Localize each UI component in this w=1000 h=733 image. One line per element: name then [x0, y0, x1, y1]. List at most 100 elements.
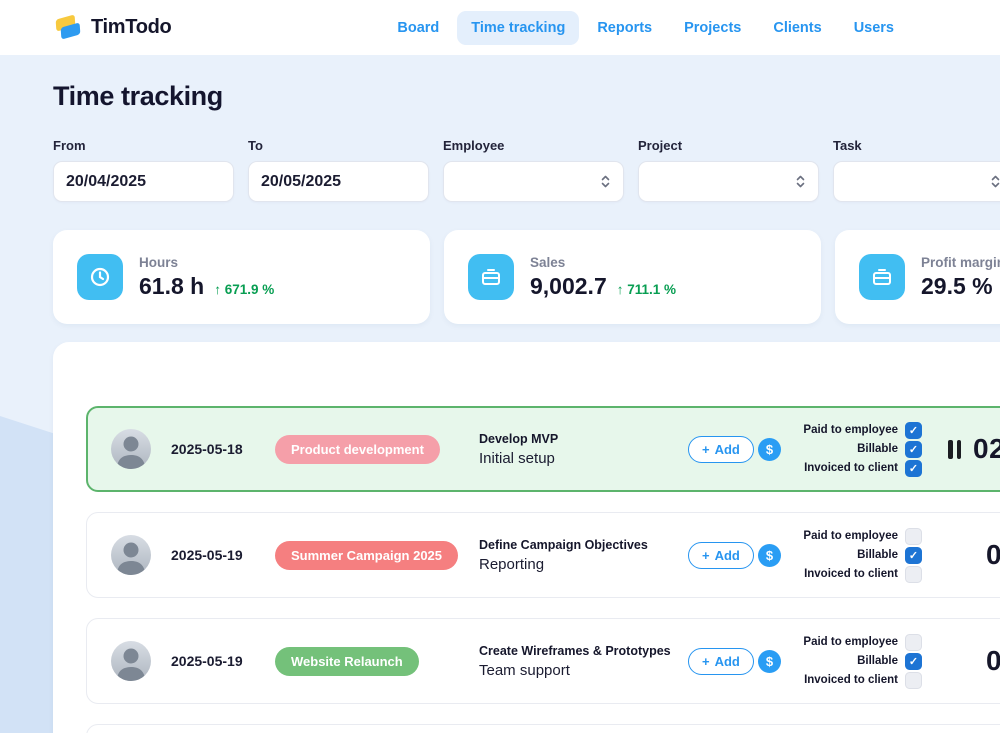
page-title: Time tracking	[53, 81, 223, 111]
entry-date: 2025-05-19	[171, 653, 243, 669]
flag-label-paid: Paid to employee	[803, 424, 898, 436]
billable-checkbox[interactable]	[905, 652, 922, 670]
up-arrow-icon: ↑	[616, 281, 624, 297]
time-entry-row: 2025-05-19 Website Relaunch Create Wiref…	[86, 618, 1000, 704]
flag-label-invoiced: Invoiced to client	[804, 462, 898, 474]
flag-label-paid: Paid to employee	[803, 636, 898, 648]
flag-label-billable: Billable	[857, 443, 898, 455]
paid-to-employee-checkbox[interactable]	[905, 421, 922, 439]
up-arrow-icon: ↑	[214, 281, 221, 297]
main-nav: Board Time tracking Reports Projects Cli…	[383, 10, 908, 45]
employee-select[interactable]	[443, 161, 624, 202]
avatar	[111, 641, 151, 681]
stat-value-profit-margin: 29.5 %	[921, 272, 993, 299]
filter-employee: Employee	[443, 138, 624, 202]
billable-checkbox[interactable]	[905, 440, 922, 458]
add-button[interactable]: + Add	[688, 647, 754, 675]
flag-label-paid: Paid to employee	[803, 530, 898, 542]
filter-task: Task	[833, 138, 1000, 202]
filter-to: To	[248, 138, 429, 202]
invoiced-to-client-checkbox[interactable]	[905, 671, 922, 689]
stat-label-hours: Hours	[139, 254, 179, 270]
invoiced-to-client-checkbox[interactable]	[905, 565, 922, 583]
chevron-updown-icon	[795, 174, 806, 189]
filter-label-employee: Employee	[443, 138, 505, 153]
stat-value-sales: 9,002.7	[530, 272, 607, 299]
task-title: Define Campaign Objectives	[479, 537, 648, 552]
add-button[interactable]: + Add	[688, 541, 754, 569]
billing-flags: Paid to employee Billable Invoiced to cl…	[802, 421, 922, 477]
plus-icon: +	[702, 547, 710, 563]
date-from-input[interactable]	[53, 161, 234, 202]
filter-label-task: Task	[833, 138, 862, 153]
nav-item-clients[interactable]: Clients	[773, 19, 822, 36]
plus-icon: +	[702, 653, 710, 669]
stats-row: Hours 61.8 h ↑ 671.9 % Sales 9,002.7 ↑ 7…	[53, 230, 1000, 324]
task-subtitle: Reporting	[479, 555, 545, 573]
filters-row: From To Employee Project	[53, 138, 1000, 202]
time-entry-row: 2025-05-19 Summer Campaign 2025 Define C…	[86, 512, 1000, 598]
flag-label-billable: Billable	[857, 549, 898, 561]
nav-item-users[interactable]: Users	[853, 19, 894, 36]
brand-logo-icon	[55, 14, 82, 41]
add-button[interactable]: + Add	[688, 435, 754, 463]
task-title: Create Wireframes & Prototypes	[479, 643, 671, 658]
stat-delta-hours: ↑ 671.9 %	[214, 281, 275, 297]
stat-label-profit-margin: Profit margin	[921, 254, 1000, 270]
task-subtitle: Initial setup	[479, 449, 555, 467]
invoiced-to-client-checkbox[interactable]	[905, 459, 922, 477]
time-entry-row: 2025-05-18 Product development Develop M…	[86, 406, 1000, 492]
time-entry-row-partial	[86, 724, 1000, 733]
date-to-input[interactable]	[248, 161, 429, 202]
project-select[interactable]	[638, 161, 819, 202]
plus-icon: +	[702, 441, 710, 457]
timer-value: 0	[986, 539, 1000, 570]
stat-value-hours: 61.8 h	[139, 272, 205, 299]
filter-label-from: From	[53, 138, 86, 153]
entry-date: 2025-05-18	[171, 441, 243, 457]
flag-label-invoiced: Invoiced to client	[804, 674, 898, 686]
nav-item-time-tracking[interactable]: Time tracking	[457, 10, 580, 45]
billable-checkbox[interactable]	[905, 546, 922, 564]
nav-item-projects[interactable]: Projects	[684, 19, 742, 36]
stat-card-sales: Sales 9,002.7 ↑ 711.1 %	[444, 230, 821, 324]
paid-to-employee-checkbox[interactable]	[905, 527, 922, 545]
billing-flags: Paid to employee Billable Invoiced to cl…	[802, 527, 922, 583]
filter-project: Project	[638, 138, 819, 202]
pause-icon[interactable]	[948, 439, 965, 459]
timer-value: 0	[986, 645, 1000, 676]
cash-register-icon	[468, 254, 514, 300]
task-title: Develop MVP	[479, 431, 559, 446]
nav-item-board[interactable]: Board	[397, 19, 440, 36]
timer-value: 02	[973, 433, 1000, 464]
paid-to-employee-checkbox[interactable]	[905, 633, 922, 651]
filter-from: From	[53, 138, 234, 202]
dollar-icon[interactable]: $	[758, 543, 781, 567]
billing-flags: Paid to employee Billable Invoiced to cl…	[802, 633, 922, 689]
clock-icon	[77, 254, 123, 300]
stat-card-hours: Hours 61.8 h ↑ 671.9 %	[53, 230, 430, 324]
task-subtitle: Team support	[479, 661, 570, 679]
dollar-icon[interactable]: $	[758, 649, 781, 673]
chevron-updown-icon	[990, 174, 1000, 189]
project-pill: Product development	[275, 434, 440, 464]
chevron-updown-icon	[600, 174, 611, 189]
flag-label-invoiced: Invoiced to client	[804, 568, 898, 580]
timer: 0	[986, 645, 1000, 677]
project-pill: Website Relaunch	[275, 646, 419, 676]
time-entries-card: 2025-05-18 Product development Develop M…	[53, 342, 1000, 733]
project-pill: Summer Campaign 2025	[275, 540, 459, 570]
nav-item-reports[interactable]: Reports	[597, 19, 653, 36]
flag-label-billable: Billable	[857, 655, 898, 667]
task-select[interactable]	[833, 161, 1000, 202]
timer: 02	[948, 433, 1000, 465]
brand-name: TimTodo	[91, 16, 172, 38]
dollar-icon[interactable]: $	[758, 437, 781, 461]
top-navbar: TimTodo Board Time tracking Reports Proj…	[0, 0, 1000, 55]
timer: 0	[986, 539, 1000, 571]
brand: TimTodo	[55, 14, 172, 41]
avatar	[111, 535, 151, 575]
avatar	[111, 429, 151, 469]
stat-delta-sales: ↑ 711.1 %	[616, 281, 677, 297]
filter-label-to: To	[248, 138, 263, 153]
